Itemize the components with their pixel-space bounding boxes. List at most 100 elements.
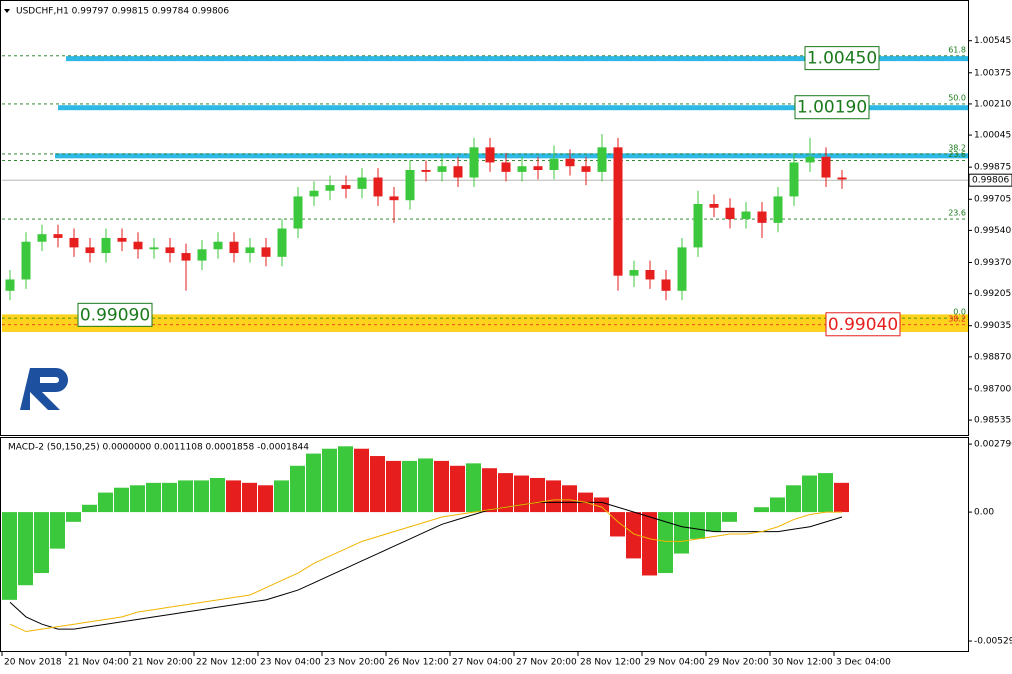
level-band: [55, 153, 968, 159]
current-price-box: [968, 173, 1012, 187]
candle-body: [837, 177, 847, 180]
candle-body: [213, 241, 223, 250]
candle-body: [565, 158, 575, 167]
candle-body: [677, 247, 687, 291]
fib-label: 38.2: [948, 314, 966, 323]
candle-body: [373, 177, 383, 197]
candle-body: [741, 211, 751, 220]
histogram-bar: [610, 512, 625, 537]
candle-body: [165, 247, 175, 254]
candle-body: [581, 166, 591, 172]
candle-body: [149, 247, 159, 250]
x-tick-label: 27 Nov 04:00: [452, 658, 513, 668]
x-tick-label: 29 Nov 20:00: [708, 658, 769, 668]
y-tick-label: 0.98700: [974, 384, 1011, 394]
histogram-bar: [370, 456, 385, 513]
histogram-bar: [482, 468, 497, 513]
y-tick-label: 0.98870: [974, 352, 1011, 362]
y-tick-label: 0.99705: [974, 195, 1011, 205]
candle-body: [661, 279, 671, 291]
histogram-bar: [546, 480, 561, 513]
price-box-label: 1.00190: [797, 98, 867, 118]
candle-body: [629, 270, 639, 276]
candle-body: [293, 196, 303, 229]
y-tick-label: 1.00545: [974, 36, 1011, 46]
candle-body: [805, 156, 815, 163]
y-tick-label: 1.00045: [974, 131, 1011, 141]
histogram-bar: [146, 482, 161, 513]
price-box-label: 0.99040: [828, 315, 898, 335]
x-tick-label: 23 Nov 04:00: [260, 658, 321, 668]
fib-label: 23.6: [948, 150, 966, 159]
histogram-bar: [130, 485, 145, 513]
histogram-bar: [818, 473, 833, 513]
candle-body: [37, 234, 47, 242]
symbol-header: USDCHF,H1 0.99797 0.99815 0.99784 0.9980…: [16, 7, 229, 17]
candle-body: [453, 166, 463, 178]
candle-body: [277, 228, 287, 257]
candle-body: [501, 162, 511, 172]
candle-body: [405, 169, 415, 201]
candle-body: [101, 237, 111, 254]
histogram-bar: [386, 460, 401, 513]
x-tick-label: 3 Dec 04:00: [836, 658, 891, 668]
fib-label: 61.8: [948, 45, 966, 54]
candle-body: [53, 234, 63, 238]
candle-body: [229, 241, 239, 254]
candle-body: [789, 162, 799, 197]
histogram-bar: [802, 475, 817, 513]
histogram-bar: [34, 512, 49, 574]
candle-body: [181, 253, 191, 261]
histogram-bar: [674, 512, 689, 554]
histogram-bar: [162, 482, 177, 513]
candle-body: [773, 196, 783, 223]
histogram-bar: [98, 492, 113, 513]
price-box: 1.00190: [794, 95, 870, 120]
histogram-bar: [658, 512, 673, 574]
candle-body: [757, 211, 767, 223]
x-tick-label: 27 Nov 20:00: [516, 658, 577, 668]
y-tick-label: 0.99205: [974, 289, 1011, 299]
candle-body: [693, 203, 703, 248]
histogram-bar: [594, 497, 609, 513]
price-box: 0.99040: [825, 312, 901, 337]
histogram-bar: [338, 446, 353, 513]
histogram-bar: [626, 512, 641, 559]
histogram-bar: [274, 480, 289, 513]
price-box-label: 0.99090: [80, 305, 150, 325]
histogram-bar: [450, 465, 465, 513]
candle-body: [261, 247, 271, 257]
histogram-bar: [210, 477, 225, 513]
candle-body: [421, 169, 431, 172]
candle-body: [725, 207, 735, 220]
candle-body: [389, 196, 399, 201]
histogram-bar: [402, 460, 417, 513]
histogram-bar: [242, 482, 257, 513]
fib-label: 0.0: [953, 308, 966, 317]
logo: [20, 368, 68, 410]
candle-body: [133, 241, 143, 250]
histogram-bar: [642, 512, 657, 576]
x-tick-label: 29 Nov 04:00: [644, 658, 705, 668]
histogram-bar: [690, 512, 705, 539]
histogram-bar: [114, 487, 129, 513]
candle-body: [469, 147, 479, 178]
candle-body: [117, 237, 127, 242]
histogram-bar: [194, 480, 209, 513]
histogram-bar: [418, 458, 433, 513]
candle-body: [69, 237, 79, 248]
macd-panel-frame: [0, 437, 969, 652]
candle-body: [357, 177, 367, 189]
candle-body: [613, 147, 623, 276]
histogram-bar: [290, 465, 305, 513]
level-band: [58, 105, 968, 111]
candle-body: [437, 166, 447, 172]
candle-body: [549, 158, 559, 170]
y-tick-label: 0.00: [974, 508, 994, 518]
price-box: 0.99090: [77, 302, 153, 327]
x-tick-label: 21 Nov 04:00: [68, 658, 129, 668]
main-panel-frame: [0, 0, 969, 436]
histogram-bar: [530, 477, 545, 513]
histogram-bar: [770, 497, 785, 513]
